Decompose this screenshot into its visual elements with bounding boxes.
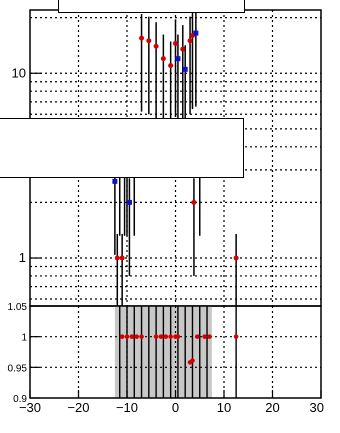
ratio-point (202, 334, 207, 339)
red-point (173, 40, 178, 46)
red-point (119, 255, 125, 261)
red-point (191, 199, 197, 205)
ratio-point (139, 334, 144, 339)
red-point (114, 255, 120, 261)
lower-band (114, 306, 237, 398)
red-point (233, 255, 239, 261)
legend-box (0, 118, 244, 178)
ratio-point (168, 334, 173, 339)
ratio-y-tick-label: 1.05 (8, 302, 28, 313)
red-point (168, 63, 174, 69)
ratio-y-tick-label: 0.9 (13, 394, 27, 405)
blue-point (112, 178, 118, 184)
x-tick-label: 10 (217, 400, 231, 415)
blue-point (175, 56, 181, 62)
blue-point (193, 30, 199, 36)
ratio-y-tick-label: 1 (21, 333, 27, 344)
red-point (146, 38, 152, 44)
x-tick-label: −30 (19, 400, 41, 415)
red-point (153, 43, 159, 49)
ratio-y-tick-label: 0.95 (8, 363, 28, 374)
x-tick-label: −20 (67, 400, 89, 415)
y-tick-label: 10 (12, 65, 26, 80)
x-tick-label: −10 (116, 400, 138, 415)
red-point (139, 35, 145, 41)
blue-point (126, 199, 132, 205)
ratio-point (129, 334, 135, 339)
ratio-point (153, 334, 159, 339)
blue-point (182, 66, 188, 72)
x-tick-label: 0 (172, 400, 179, 415)
lower-axis-ticks: 0.9 0.95 1 1.05 −30 −20 −10 0 10 20 30 (8, 302, 324, 415)
ratio-point (175, 334, 181, 339)
y-tick-label: 1 (19, 250, 26, 265)
ratio-point (190, 358, 195, 363)
ratio-point (119, 334, 125, 339)
title-box (58, 0, 245, 13)
ratio-point (233, 334, 239, 339)
ratio-point (207, 334, 212, 339)
ratio-point (134, 334, 139, 339)
upper-y-ticks: 1 10 (12, 65, 42, 265)
ratio-point (158, 334, 164, 339)
lower-marks (119, 334, 239, 365)
x-tick-label: 30 (310, 400, 324, 415)
ratio-point (124, 334, 130, 339)
ratio-point (163, 334, 169, 339)
x-tick-label: 20 (265, 400, 279, 415)
ratio-point (195, 334, 200, 339)
red-point (180, 46, 186, 52)
red-point (187, 38, 193, 44)
red-point (160, 56, 166, 62)
